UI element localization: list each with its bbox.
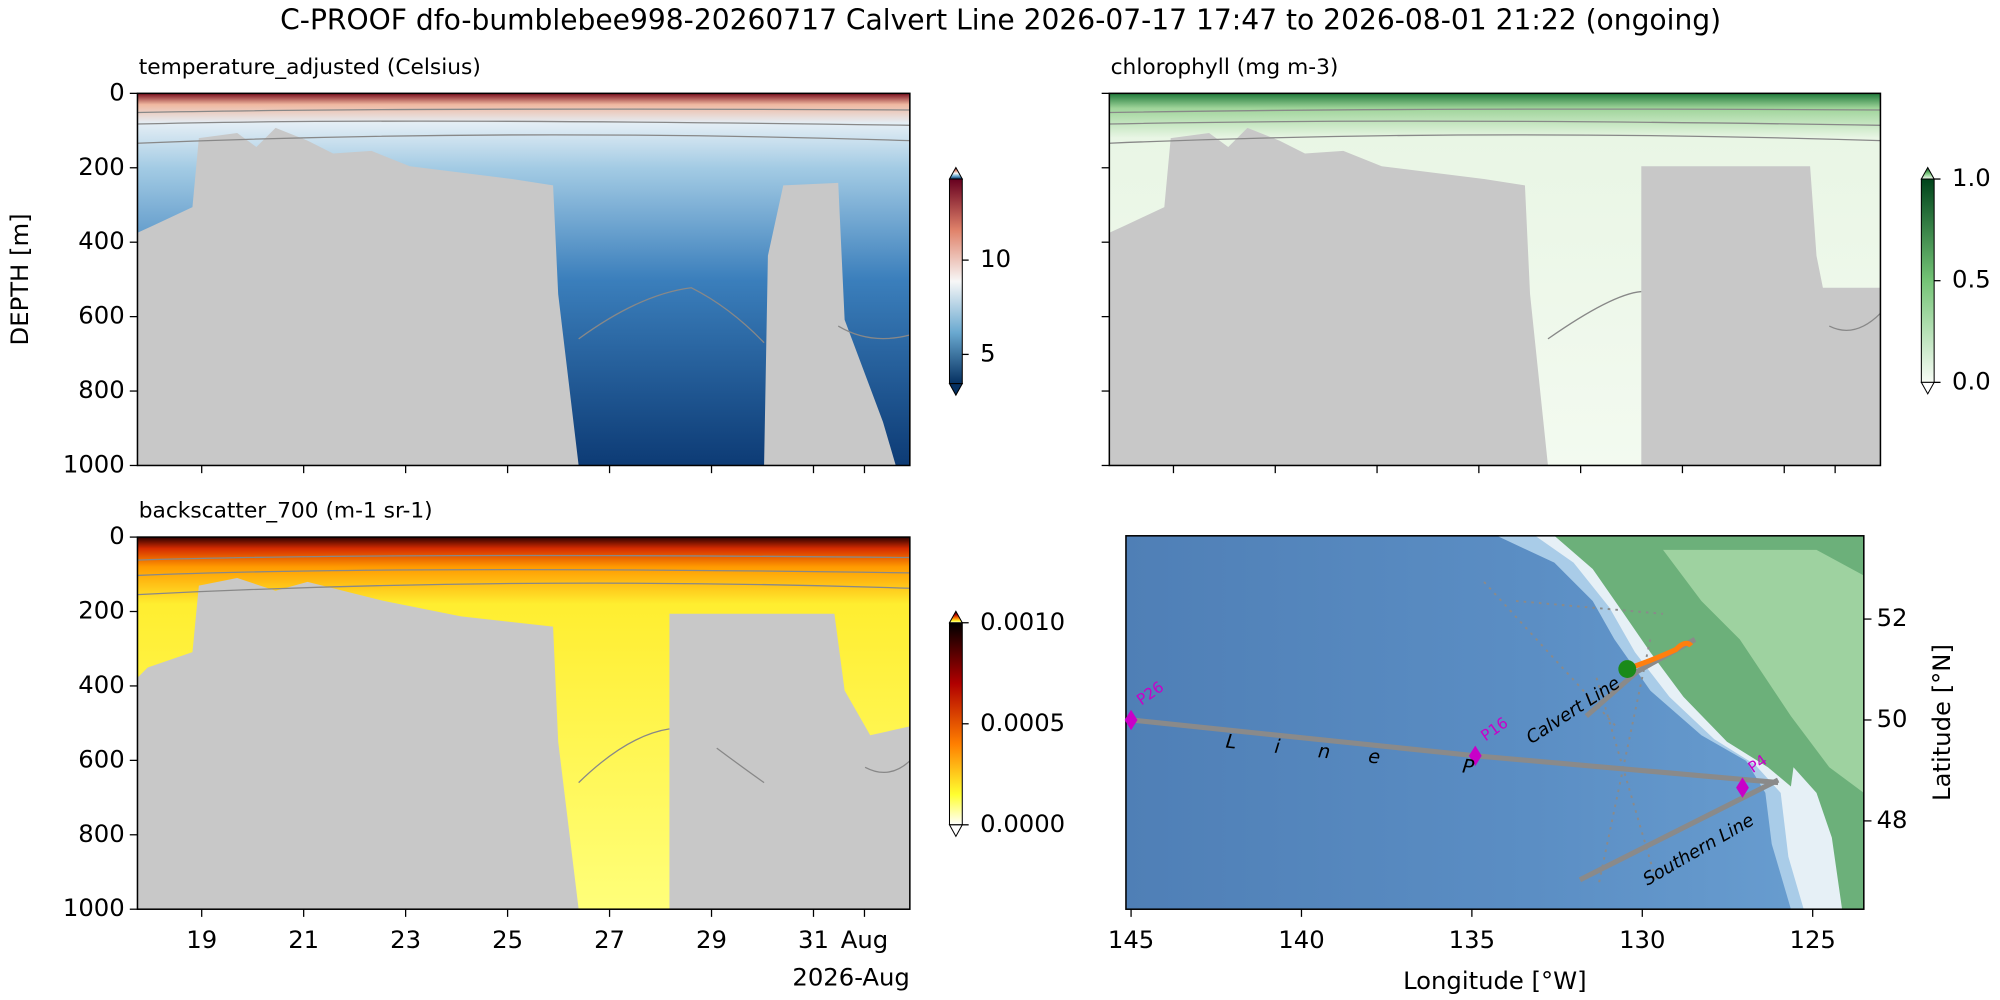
x-tick-label: 135 [1449,925,1495,954]
y-tick-label: 600 [78,744,124,773]
y-tick-label: 52 [1877,603,1908,632]
colorbar [948,178,963,385]
map-frame [1125,535,1865,910]
colorbar-extend-top [1920,166,1936,180]
colorbar-tick-label: 0.0010 [980,607,1065,636]
y-tick-label: 0 [109,521,124,550]
y-tick-label: 400 [78,226,124,255]
station-marker [1736,777,1749,798]
colorbar-tick-label: 0.0 [1952,366,1991,395]
x-tick-label: 25 [492,925,523,954]
y-tick-label: 400 [78,670,124,699]
figure-title: C-PROOF dfo-bumblebee998-20260717 Calver… [280,4,1721,37]
x-offset-label: 2026-Aug [792,962,909,991]
x-tick-label: 23 [390,925,421,954]
x-tick-label: 19 [186,925,217,954]
colorbar-extend-bottom [1920,381,1936,395]
colorbar-extend-top [948,610,964,624]
chlorophyll-field [1109,93,1881,466]
glider-position [1618,660,1637,678]
colorbar-tick-label: 0.5 [1952,265,1991,294]
backscatter-field [137,537,911,910]
panel-title: temperature_adjusted (Celsius) [139,55,481,80]
colorbar-extend-top [948,166,964,180]
colorbar-tick-label: 1.0 [1952,163,1991,192]
y-axis-label: Latitude [°N] [1927,644,1956,801]
y-tick-label: 800 [78,819,124,848]
x-tick-label: 140 [1278,925,1324,954]
station-marker [1468,745,1482,767]
x-tick-label: 125 [1790,925,1836,954]
map-background [1125,535,1864,910]
colorbar-tick-label: 10 [980,244,1011,273]
colorbar-extend-bottom [948,824,964,838]
y-tick-label: 1000 [63,893,125,922]
panel-title: chlorophyll (mg m-3) [1111,55,1339,80]
x-tick-label: Aug [841,925,888,954]
y-tick-label: 200 [78,596,124,625]
y-tick-label: 600 [78,301,124,330]
x-axis-label: Longitude [°W] [1403,966,1587,995]
y-tick-label: 48 [1877,805,1908,834]
colorbar [948,622,963,826]
y-tick-label: 50 [1877,704,1908,733]
colorbar-tick-label: 5 [980,338,995,367]
y-tick-label: 0 [109,77,124,106]
colorbar [1920,178,1935,383]
colorbar-extend-bottom [948,383,964,397]
plot-frame [1108,92,1882,467]
y-tick-label: 800 [78,375,124,404]
y-axis-label: DEPTH [m] [5,213,34,345]
y-tick-label: 200 [78,152,124,181]
x-tick-label: 31 [798,925,829,954]
y-tick-label: 1000 [63,449,125,478]
plot-frame [136,536,911,910]
x-tick-label: 21 [288,925,319,954]
x-tick-label: 130 [1619,925,1665,954]
x-tick-label: 145 [1108,925,1154,954]
colorbar-tick-label: 0.0005 [980,708,1065,737]
temperature-field [137,93,911,466]
plot-frame [136,92,911,467]
colorbar-tick-label: 0.0000 [980,809,1065,838]
panel-title: backscatter_700 (m-1 sr-1) [139,499,433,524]
x-tick-label: 29 [696,925,727,954]
x-tick-label: 27 [594,925,625,954]
